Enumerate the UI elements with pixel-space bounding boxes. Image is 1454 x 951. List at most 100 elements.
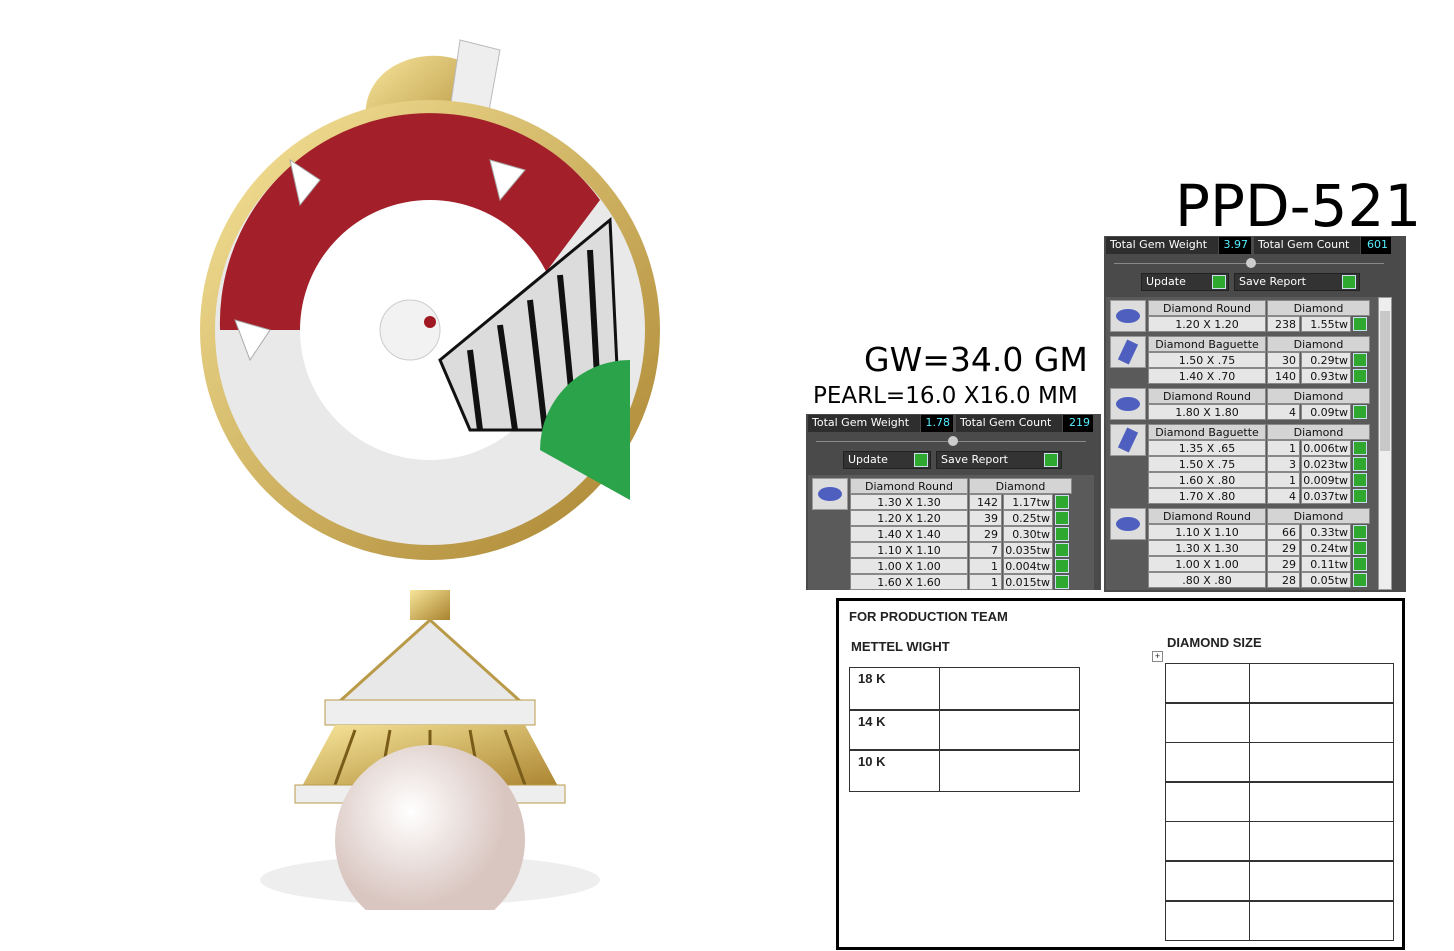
row-arrow[interactable] bbox=[1353, 557, 1367, 571]
gem-count-value: 219 bbox=[1063, 415, 1093, 432]
weight: 0.33tw bbox=[1301, 524, 1351, 540]
shape-header: Diamond Baguette bbox=[1148, 336, 1266, 352]
gem-count-label: Total Gem Count bbox=[1254, 237, 1360, 254]
material-header: Diamond bbox=[1267, 300, 1370, 316]
row-arrow[interactable] bbox=[1353, 405, 1367, 419]
round-icon bbox=[1116, 517, 1140, 531]
save-report-button[interactable]: Save Report bbox=[936, 451, 1062, 469]
count: 1 bbox=[1267, 440, 1300, 456]
gem-list: Diamond Round Diamond 1.20 X 1.20 238 1.55tw… bbox=[1106, 297, 1392, 590]
count: 140 bbox=[1267, 368, 1300, 384]
size-value-cell bbox=[1249, 663, 1394, 703]
baguette-icon bbox=[1117, 427, 1139, 453]
metal-weight-heading: METTEL WIGHT bbox=[851, 639, 950, 654]
count: 3 bbox=[1267, 456, 1300, 472]
metal-weight-cell bbox=[939, 710, 1080, 750]
count: 28 bbox=[1267, 572, 1300, 588]
size: 1.30 X 1.30 bbox=[1148, 540, 1266, 556]
row-arrow[interactable] bbox=[1055, 559, 1069, 573]
table-move-handle[interactable]: + bbox=[1152, 651, 1163, 662]
count: 1 bbox=[1267, 472, 1300, 488]
weight: 0.006tw bbox=[1301, 440, 1351, 456]
metal-karat: 18 K bbox=[849, 667, 940, 710]
row-arrow[interactable] bbox=[1055, 543, 1069, 557]
row-arrow[interactable] bbox=[1353, 489, 1367, 503]
row-arrow[interactable] bbox=[1353, 525, 1367, 539]
weight: 0.24tw bbox=[1301, 540, 1351, 556]
size: 1.60 X 1.60 bbox=[850, 574, 968, 590]
row-arrow[interactable] bbox=[1353, 441, 1367, 455]
gem-weight-value: 1.78 bbox=[921, 415, 953, 432]
metal-karat: 14 K bbox=[849, 710, 940, 750]
scroll-thumb[interactable] bbox=[1380, 311, 1390, 451]
size-value-cell bbox=[1249, 821, 1394, 862]
row-arrow[interactable] bbox=[1055, 495, 1069, 509]
metal-weight-cell bbox=[939, 667, 1080, 710]
weight: 0.05tw bbox=[1301, 572, 1351, 588]
size-cell bbox=[1165, 663, 1250, 703]
size: 1.50 X .75 bbox=[1148, 352, 1266, 368]
row-arrow[interactable] bbox=[1055, 527, 1069, 541]
update-arrow[interactable] bbox=[1212, 275, 1226, 289]
save-arrow[interactable] bbox=[1342, 275, 1356, 289]
weight: 1.17tw bbox=[1003, 494, 1053, 510]
count: 4 bbox=[1267, 488, 1300, 504]
update-arrow[interactable] bbox=[914, 453, 928, 467]
baguette-icon bbox=[1117, 339, 1139, 365]
gem-count-value: 601 bbox=[1361, 237, 1391, 254]
gem-icon bbox=[1110, 336, 1146, 368]
gem-icon bbox=[812, 478, 848, 510]
row-arrow[interactable] bbox=[1353, 317, 1367, 331]
size: 1.60 X .80 bbox=[1148, 472, 1266, 488]
row-arrow[interactable] bbox=[1353, 541, 1367, 555]
count: 7 bbox=[969, 542, 1002, 558]
weight: 0.015tw bbox=[1003, 574, 1053, 590]
save-arrow[interactable] bbox=[1044, 453, 1058, 467]
form-title: FOR PRODUCTION TEAM bbox=[849, 609, 1008, 624]
update-button[interactable]: Update bbox=[1141, 273, 1229, 291]
save-report-button[interactable]: Save Report bbox=[1234, 273, 1360, 291]
row-arrow[interactable] bbox=[1353, 369, 1367, 383]
shape-header: Diamond Round bbox=[1148, 300, 1266, 316]
size: 1.80 X 1.80 bbox=[1148, 404, 1266, 420]
size: .80 X .80 bbox=[1148, 572, 1266, 588]
weight: 0.09tw bbox=[1301, 404, 1351, 420]
size-value-cell bbox=[1249, 702, 1394, 743]
slider-knob[interactable] bbox=[1246, 258, 1256, 268]
material-header: Diamond bbox=[1267, 424, 1370, 440]
gross-weight: GW=34.0 GM bbox=[864, 340, 1088, 379]
shape-header: Diamond Round bbox=[850, 478, 968, 494]
row-arrow[interactable] bbox=[1353, 353, 1367, 367]
size-value-cell bbox=[1249, 781, 1394, 822]
row-arrow[interactable] bbox=[1055, 575, 1069, 589]
pendant-image bbox=[200, 39, 660, 910]
shape-header: Diamond Round bbox=[1148, 508, 1266, 524]
size-cell bbox=[1165, 742, 1250, 783]
row-arrow[interactable] bbox=[1055, 511, 1069, 525]
size-cell bbox=[1165, 900, 1250, 941]
row-arrow[interactable] bbox=[1353, 473, 1367, 487]
weight: 0.25tw bbox=[1003, 510, 1053, 526]
weight: 0.023tw bbox=[1301, 456, 1351, 472]
gem-panel-large: Total Gem Weight 3.97 Total Gem Count 601 Up… bbox=[1104, 236, 1406, 592]
weight: 0.037tw bbox=[1301, 488, 1351, 504]
size-cell bbox=[1165, 861, 1250, 901]
update-button[interactable]: Update bbox=[843, 451, 931, 469]
gem-list: Diamond Round Diamond 1.30 X 1.30 142 1.17tw… bbox=[808, 475, 1094, 590]
production-form: FOR PRODUCTION TEAM METTEL WIGHT DIAMOND… bbox=[836, 598, 1405, 950]
weight: 1.55tw bbox=[1301, 316, 1351, 332]
size: 1.20 X 1.20 bbox=[850, 510, 968, 526]
product-code: PPD-521 bbox=[1175, 172, 1422, 240]
row-arrow[interactable] bbox=[1353, 457, 1367, 471]
count: 29 bbox=[1267, 540, 1300, 556]
size-cell bbox=[1165, 821, 1250, 862]
weight: 0.93tw bbox=[1301, 368, 1351, 384]
gem-icon bbox=[1110, 300, 1146, 332]
slider-knob[interactable] bbox=[948, 436, 958, 446]
row-arrow[interactable] bbox=[1353, 573, 1367, 587]
size: 1.10 X 1.10 bbox=[1148, 524, 1266, 540]
material-header: Diamond bbox=[1267, 336, 1370, 352]
weight: 0.11tw bbox=[1301, 556, 1351, 572]
metal-table: 18 K 14 K 10 K bbox=[849, 667, 1080, 792]
shape-header: Diamond Baguette bbox=[1148, 424, 1266, 440]
